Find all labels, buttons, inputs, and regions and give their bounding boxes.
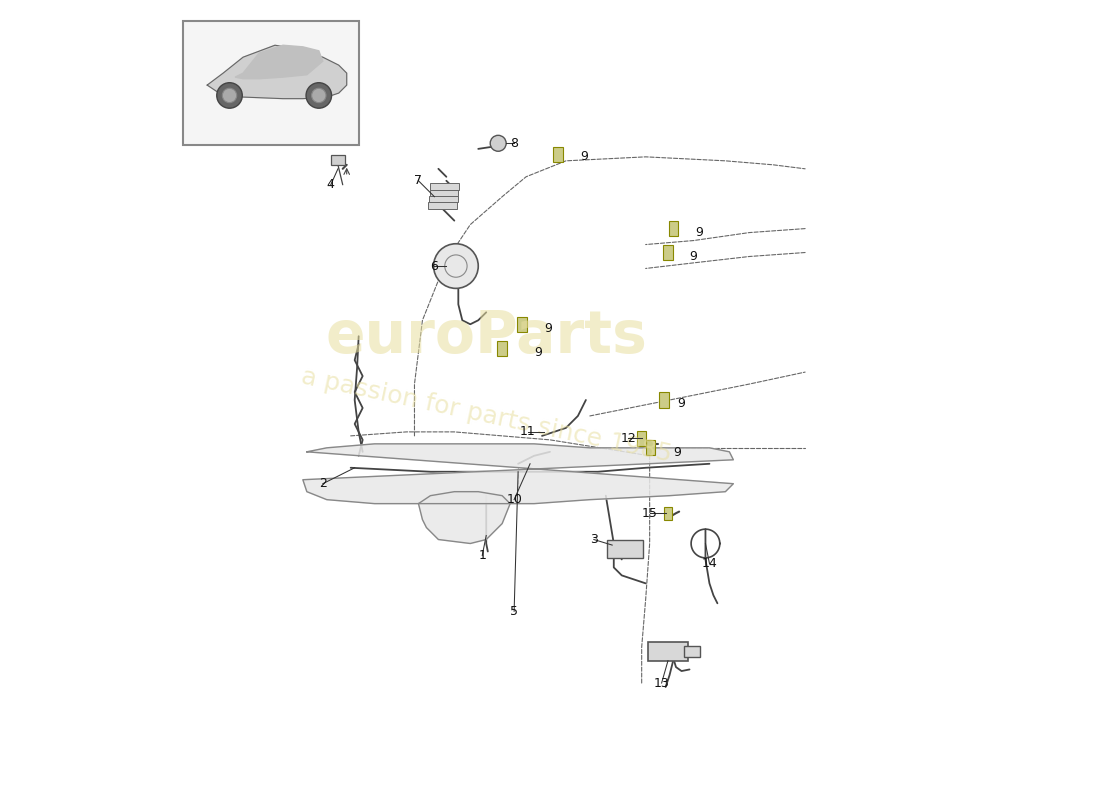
Text: 12: 12 (620, 432, 636, 445)
Polygon shape (418, 492, 510, 543)
Bar (184, 22, 359, 145)
Text: 2: 2 (319, 478, 327, 490)
Text: 11: 11 (520, 426, 536, 438)
Bar (331, 155, 345, 165)
Text: 9: 9 (544, 322, 552, 334)
Text: 9: 9 (673, 446, 681, 459)
Circle shape (306, 82, 331, 108)
Text: 13: 13 (653, 677, 670, 690)
Text: 9: 9 (678, 398, 685, 410)
Bar (517, 317, 527, 332)
Bar (607, 540, 644, 558)
Text: euroParts: euroParts (326, 308, 647, 365)
Bar (430, 183, 459, 190)
Circle shape (491, 135, 506, 151)
Text: 6: 6 (430, 259, 438, 273)
Text: 15: 15 (641, 506, 658, 520)
Circle shape (433, 244, 478, 288)
Circle shape (311, 88, 326, 102)
Text: 9: 9 (695, 226, 703, 239)
Bar (663, 245, 673, 260)
Bar (430, 190, 459, 196)
Bar (646, 440, 656, 455)
Text: 7: 7 (415, 174, 422, 187)
Bar (684, 646, 700, 657)
Bar (428, 202, 456, 209)
Bar (429, 196, 458, 202)
Bar (648, 642, 688, 661)
Text: 4: 4 (327, 178, 334, 191)
Text: 9: 9 (690, 250, 697, 263)
Text: 8: 8 (510, 137, 518, 150)
Bar (669, 221, 679, 236)
Polygon shape (207, 46, 346, 98)
Text: 1: 1 (478, 549, 486, 562)
Circle shape (222, 88, 236, 102)
Text: 10: 10 (506, 493, 522, 506)
Text: 9: 9 (581, 150, 589, 163)
Bar (497, 341, 507, 356)
Bar (659, 392, 669, 408)
Polygon shape (302, 444, 734, 504)
Text: 5: 5 (510, 605, 518, 618)
Bar (553, 147, 563, 162)
Polygon shape (235, 46, 322, 78)
Text: 3: 3 (590, 533, 597, 546)
Bar (637, 430, 647, 446)
Text: 14: 14 (702, 557, 717, 570)
Circle shape (217, 82, 242, 108)
Text: a passion for parts since 1985: a passion for parts since 1985 (299, 365, 673, 467)
Text: 9: 9 (535, 346, 542, 358)
Bar (664, 507, 672, 519)
